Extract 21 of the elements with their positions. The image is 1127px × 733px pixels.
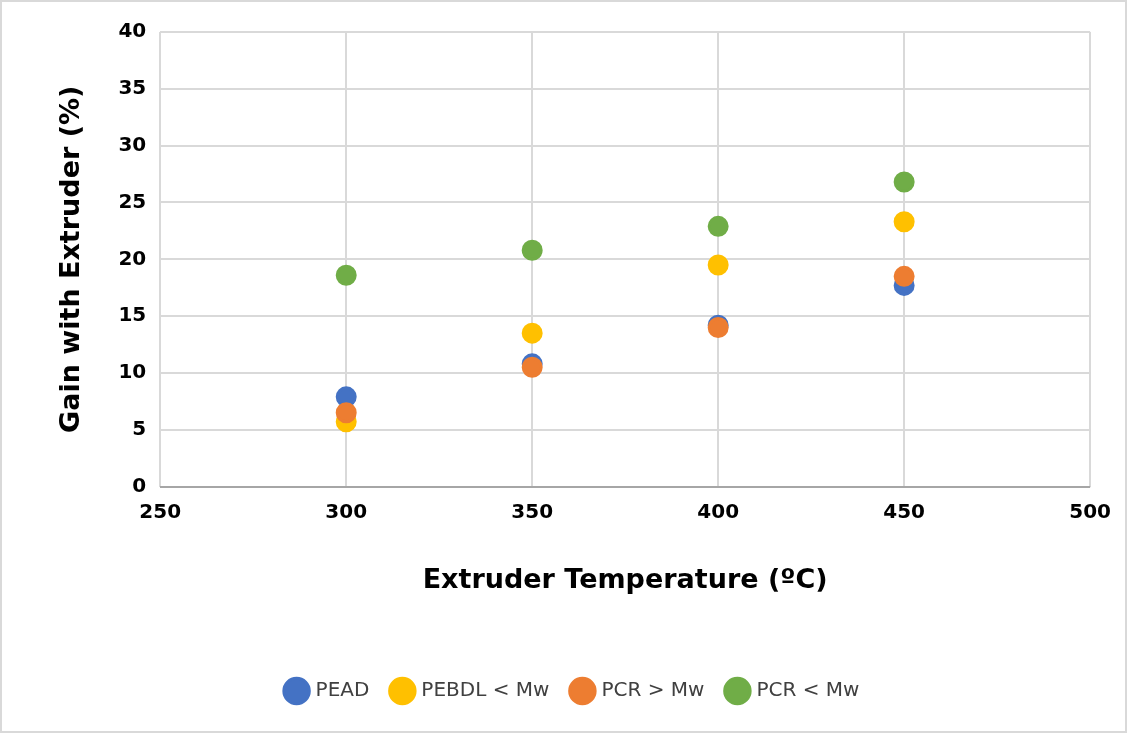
- y-tick-label: 25: [118, 188, 147, 213]
- legend-label: PCR < Mw: [756, 677, 860, 702]
- y-tick-label: 30: [118, 131, 147, 156]
- x-tick-label: 300: [325, 498, 368, 523]
- y-tick-label: 5: [132, 415, 147, 440]
- legend-label: PCR > Mw: [601, 677, 705, 702]
- x-axis-title: Extruder Temperature (ºC): [422, 562, 828, 594]
- x-tick-label: 250: [139, 498, 182, 523]
- y-tick-label: 40: [118, 18, 147, 43]
- y-tick-label: 35: [118, 75, 147, 100]
- y-tick-label: 15: [118, 302, 147, 327]
- y-tick-label: 20: [118, 245, 147, 270]
- y-axis-title: Gain with Extruder (%): [54, 85, 86, 433]
- legend-label: PEAD: [315, 677, 370, 702]
- y-tick-label: 10: [118, 359, 147, 384]
- y-tick-label: 0: [132, 472, 147, 497]
- x-tick-label: 500: [1069, 498, 1111, 523]
- legend-label: PEBDL < Mw: [421, 677, 550, 702]
- x-tick-label: 350: [511, 498, 554, 523]
- x-tick-label: 400: [697, 498, 740, 523]
- x-tick-label: 450: [883, 498, 926, 523]
